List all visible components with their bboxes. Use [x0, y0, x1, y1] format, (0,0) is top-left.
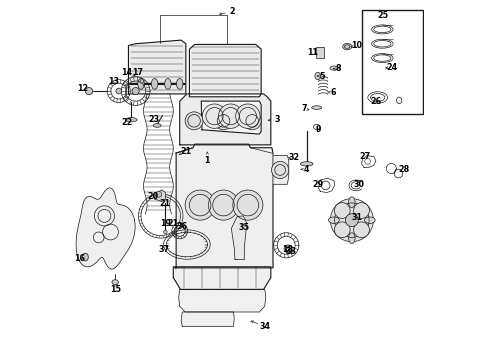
Polygon shape [155, 190, 166, 202]
Ellipse shape [284, 245, 292, 253]
Polygon shape [179, 289, 266, 312]
Circle shape [233, 190, 263, 220]
Text: 30: 30 [354, 180, 365, 189]
Text: 11: 11 [308, 48, 319, 57]
Ellipse shape [312, 106, 322, 109]
Text: 7: 7 [301, 104, 307, 113]
Ellipse shape [138, 78, 144, 89]
Circle shape [236, 104, 260, 129]
Text: 12: 12 [77, 84, 88, 93]
Polygon shape [180, 94, 271, 145]
Polygon shape [76, 188, 135, 269]
Circle shape [185, 190, 215, 220]
Polygon shape [181, 312, 234, 326]
Ellipse shape [300, 162, 313, 166]
Ellipse shape [165, 78, 171, 89]
Text: 33: 33 [285, 247, 296, 256]
Circle shape [271, 161, 289, 179]
Circle shape [330, 199, 373, 242]
Bar [316, 47, 324, 58]
Text: 34: 34 [259, 322, 270, 331]
Text: 8: 8 [336, 64, 341, 73]
Ellipse shape [343, 43, 352, 50]
Text: 22: 22 [122, 118, 133, 127]
Text: 15: 15 [110, 285, 121, 294]
Circle shape [132, 87, 139, 95]
Ellipse shape [215, 112, 232, 130]
Circle shape [334, 203, 350, 219]
Ellipse shape [330, 66, 338, 70]
Text: 27: 27 [360, 152, 371, 161]
Text: 23: 23 [148, 115, 159, 124]
Text: 25: 25 [377, 10, 389, 19]
Text: 1: 1 [205, 156, 210, 165]
Text: 10: 10 [351, 41, 362, 50]
Text: 3: 3 [274, 114, 280, 123]
Ellipse shape [243, 112, 261, 130]
Text: 21: 21 [160, 199, 171, 208]
Polygon shape [231, 216, 247, 260]
Text: 21: 21 [168, 219, 179, 228]
Text: 36: 36 [177, 222, 188, 231]
Ellipse shape [315, 72, 320, 80]
Text: 5: 5 [319, 72, 325, 81]
Circle shape [354, 222, 369, 238]
Circle shape [208, 190, 239, 220]
Ellipse shape [153, 124, 161, 127]
Ellipse shape [151, 78, 158, 89]
Text: 19: 19 [160, 219, 171, 228]
Text: 17: 17 [132, 68, 143, 77]
Circle shape [334, 222, 350, 238]
Ellipse shape [164, 230, 167, 234]
Polygon shape [190, 44, 261, 94]
Text: 14: 14 [121, 68, 132, 77]
Ellipse shape [82, 253, 88, 261]
Text: 21: 21 [180, 147, 192, 156]
Polygon shape [273, 156, 289, 184]
Circle shape [116, 88, 122, 94]
Text: 37: 37 [159, 246, 170, 255]
Text: 6: 6 [330, 87, 336, 96]
Circle shape [202, 104, 227, 129]
Ellipse shape [349, 233, 355, 243]
Circle shape [219, 104, 243, 129]
Polygon shape [175, 144, 273, 268]
Text: 26: 26 [370, 97, 381, 106]
Polygon shape [173, 267, 271, 289]
Bar [362, 10, 422, 114]
Text: 31: 31 [351, 213, 363, 222]
Text: 29: 29 [312, 180, 323, 189]
Text: 18: 18 [282, 246, 294, 255]
Ellipse shape [176, 78, 183, 89]
Text: 28: 28 [398, 165, 409, 174]
Text: 32: 32 [289, 153, 300, 162]
Text: 2: 2 [230, 7, 235, 16]
Text: 24: 24 [387, 63, 397, 72]
Ellipse shape [349, 197, 355, 208]
Circle shape [354, 203, 369, 219]
Text: 20: 20 [147, 192, 158, 201]
Ellipse shape [112, 280, 119, 285]
Polygon shape [201, 101, 261, 134]
Polygon shape [128, 40, 186, 94]
Text: 16: 16 [74, 255, 85, 264]
Ellipse shape [185, 112, 203, 130]
Circle shape [345, 214, 358, 226]
Text: 13: 13 [109, 77, 120, 86]
Ellipse shape [365, 217, 375, 224]
Text: 4: 4 [303, 165, 309, 174]
Ellipse shape [85, 87, 93, 95]
Circle shape [156, 192, 162, 197]
Ellipse shape [125, 118, 137, 122]
Text: 9: 9 [316, 125, 321, 134]
Ellipse shape [329, 217, 339, 224]
Text: 35: 35 [239, 223, 250, 232]
